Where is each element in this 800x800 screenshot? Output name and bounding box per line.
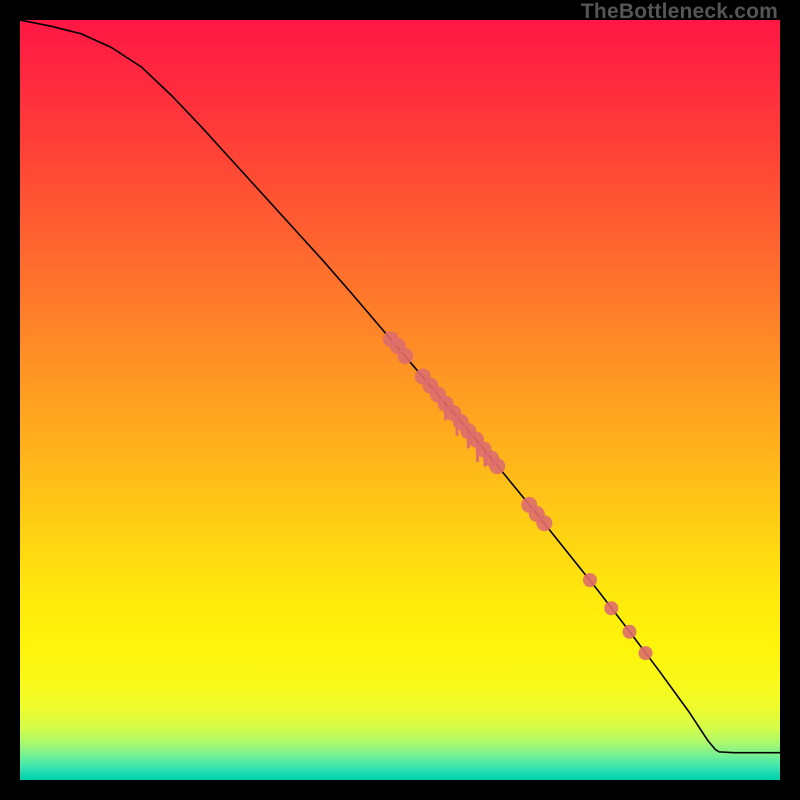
data-point [536,515,552,531]
data-point [489,458,505,474]
watermark-text: TheBottleneck.com [581,0,778,24]
data-point [397,348,413,364]
bottleneck-curve [20,20,780,753]
data-point [638,646,652,660]
plot-area [20,20,780,780]
data-point [583,573,597,587]
data-point [604,601,618,615]
data-point [623,625,637,639]
data-markers [383,331,653,660]
chart-svg [20,20,780,780]
